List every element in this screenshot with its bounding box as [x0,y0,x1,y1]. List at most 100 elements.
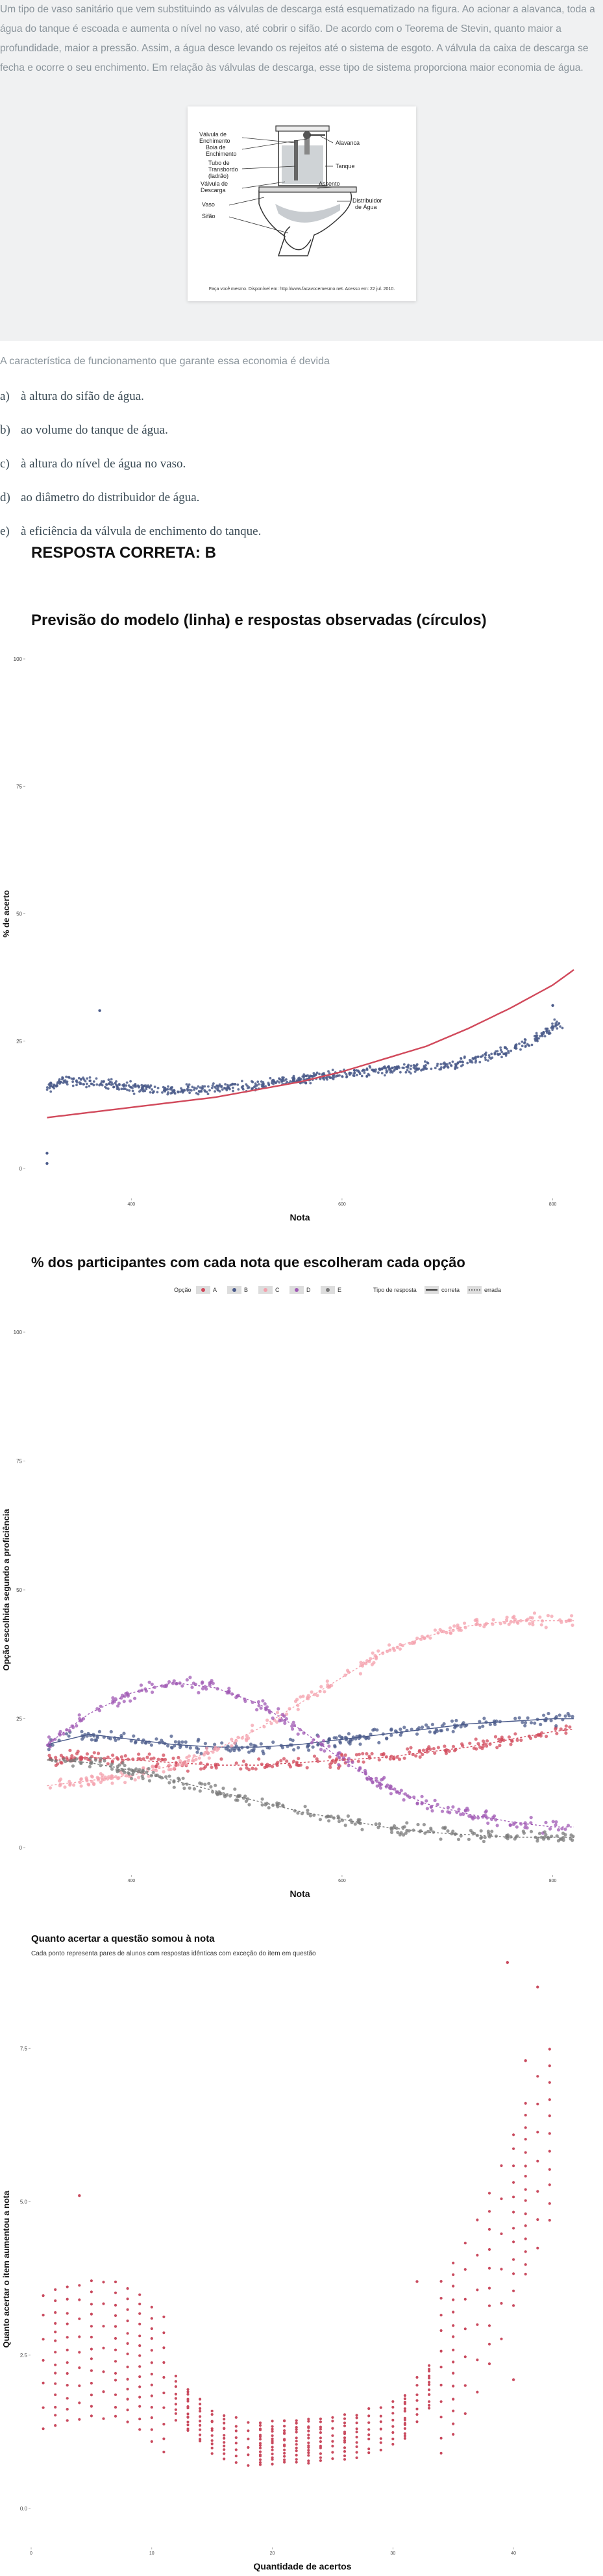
pair-point [199,2407,202,2410]
pair-point [500,2301,503,2305]
option-E-point [203,1782,207,1787]
pair-outlier [511,2378,515,2381]
option-A-point [171,1756,175,1760]
observed-point [241,1080,243,1083]
pair-point [54,2363,57,2366]
observed-point [48,1087,51,1089]
option-A-point [164,1757,167,1761]
observed-point [409,1067,412,1071]
observed-point [58,1078,61,1081]
observed-point [367,1072,370,1076]
pair-point [307,2459,310,2462]
pair-point [439,2280,443,2283]
observed-point [75,1084,78,1087]
option-A-point [136,1757,140,1761]
pair-point [428,2403,431,2407]
option-A-point [276,1761,280,1765]
pair-point [90,2312,93,2316]
option-B-point [424,1723,428,1727]
pair-point [307,2454,310,2457]
option-D-point [261,1699,265,1703]
option-B-point [180,1740,184,1744]
x-tick-label: 400 [127,1202,135,1207]
pair-point [66,2408,69,2411]
x-tick-label: 800 [549,1879,557,1883]
alternative-b[interactable]: b) ao volume do tanque de água. [0,423,168,438]
option-E-point [88,1765,92,1768]
label-assento: Assento [319,180,340,187]
pair-point [126,2365,129,2369]
observed-point [164,1089,167,1091]
option-C-point [538,1615,542,1619]
observed-point [377,1071,380,1074]
option-A-point [474,1737,478,1741]
pair-point [66,2372,69,2375]
option-D-point [138,1689,142,1693]
option-C-point [371,1651,375,1655]
observed-point [110,1084,113,1086]
option-B-point [132,1734,136,1738]
pair-point [295,2436,298,2440]
pair-point [548,2064,551,2068]
option-C-point [564,1619,569,1624]
option-E-point [138,1768,142,1772]
observed-point [551,1028,554,1031]
option-A-point [425,1748,429,1752]
observed-point [167,1085,169,1088]
option-B-point [415,1732,419,1736]
alternative-c[interactable]: c) à altura do nível de água no vaso. [0,457,186,471]
pair-point [234,2448,238,2451]
option-E-point [188,1786,191,1790]
pair-point [548,2183,551,2186]
option-C-point [296,1703,300,1707]
option-A-point [568,1725,572,1729]
pair-point [78,2317,81,2320]
option-E-point [277,1802,281,1805]
y-tick-label: 0.0 [20,2506,28,2512]
observed-point [112,1085,116,1089]
pair-point [223,2418,226,2421]
observed-point [211,1084,214,1087]
observed-point [500,1050,503,1054]
option-C-point [306,1694,310,1698]
observed-point [260,1083,264,1086]
alternative-d[interactable]: d) ao diâmetro do distribuidor de água. [0,491,199,505]
observed-point [318,1072,321,1076]
observed-point [446,1065,449,1068]
pair-point [114,2314,117,2317]
observed-point [484,1054,487,1057]
observed-point [439,1063,443,1066]
pair-point [258,2421,262,2425]
x-tick-label: 20 [270,2551,275,2556]
alternative-a[interactable]: a) à altura do sifão de água. [0,390,144,404]
pair-point [126,2342,129,2345]
pair-point [476,2390,479,2394]
option-A-point [282,1757,286,1761]
option-A-point [433,1751,437,1755]
option-B-point [364,1737,368,1740]
pair-point [355,2421,358,2425]
option-D-point [95,1707,99,1711]
observed-point [251,1087,253,1091]
pair-point [487,2304,491,2307]
pair-point [223,2448,226,2451]
alternative-e[interactable]: e) à eficiência da válvula de enchimento … [0,525,261,539]
option-C-point [539,1623,543,1627]
option-D-point [446,1805,450,1809]
pair-point [331,2416,334,2419]
option-E-point [303,1805,307,1809]
pair-point [500,2232,503,2235]
label-valvula-enchimento-2: Enchimento [199,138,230,144]
pair-point [126,2352,129,2355]
observed-point [360,1074,363,1078]
pair-point [114,2291,117,2294]
pair-point [452,2409,455,2412]
option-C-point [162,1770,166,1774]
option-C-point [512,1615,516,1618]
option-A-point [414,1754,418,1758]
option-C-point [528,1622,532,1626]
option-A-point [245,1766,249,1770]
option-A-point [389,1754,393,1758]
pair-point [355,2431,358,2434]
pair-point [355,2441,358,2444]
